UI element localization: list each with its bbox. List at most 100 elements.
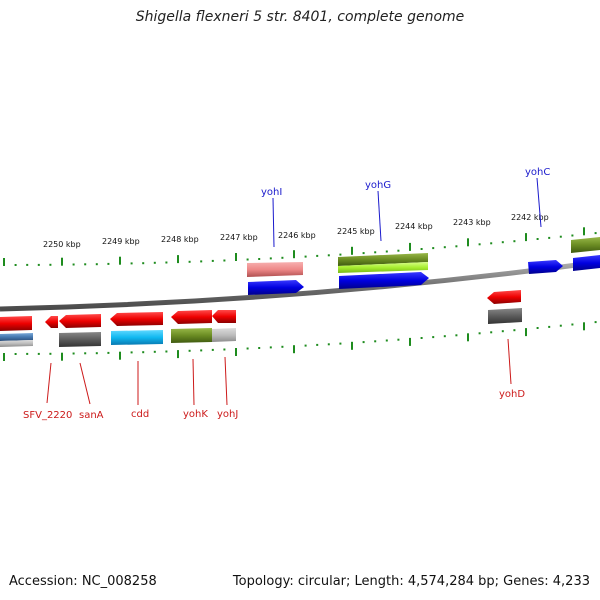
- upper-ruler-major-tick: [119, 256, 121, 265]
- upper-ruler-minor-tick: [72, 263, 75, 266]
- yohC-gene-arrow[interactable]: [528, 260, 563, 274]
- gene-label-sanA[interactable]: sanA: [79, 410, 104, 421]
- ruler-label-2243: 2243 kbp: [453, 218, 491, 227]
- genome-backbone: [0, 259, 600, 312]
- upper-ruler-minor-tick: [95, 263, 98, 266]
- lower-ruler-major-tick: [525, 328, 527, 337]
- lower-ruler-minor-tick: [49, 352, 52, 355]
- lower-ruler-minor-tick: [490, 331, 493, 334]
- gene-label-yohC[interactable]: yohC: [525, 167, 550, 178]
- left-feature-band[interactable]: [0, 333, 33, 341]
- yohD-feature-band[interactable]: [488, 308, 522, 324]
- partial-gene-arrow[interactable]: [573, 255, 600, 271]
- yohK-feature-band[interactable]: [171, 328, 212, 343]
- upper-ruler-minor-tick: [153, 261, 156, 264]
- yohG-feature-band[interactable]: [338, 253, 428, 266]
- upper-ruler-minor-tick: [397, 249, 400, 252]
- upper-ruler-major-tick: [293, 250, 295, 259]
- left-gene-arrow[interactable]: [0, 316, 32, 331]
- forward-gene-features: [247, 237, 600, 295]
- ruler-label-2242: 2242 kbp: [511, 213, 549, 222]
- sfv2220-leader-line: [46, 362, 52, 404]
- left-feature-band-2[interactable]: [0, 340, 33, 347]
- yohG-feature-band-2[interactable]: [338, 262, 428, 273]
- lower-ruler-major-tick: [177, 350, 179, 359]
- sanA-gene-arrow[interactable]: [59, 314, 101, 328]
- lower-ruler-minor-tick: [26, 352, 29, 355]
- upper-ruler-minor-tick: [513, 240, 516, 243]
- reverse-gene-features: [0, 290, 522, 347]
- yohJ-feature-band[interactable]: [212, 328, 236, 342]
- lower-ruler-major-tick: [409, 337, 411, 346]
- upper-ruler-major-tick: [61, 257, 63, 266]
- upper-ruler-minor-tick: [548, 236, 551, 239]
- upper-ruler-minor-tick: [107, 262, 110, 265]
- yohI-gene-arrow[interactable]: [248, 280, 304, 295]
- partial-feature-band[interactable]: [571, 237, 600, 253]
- lower-ruler-major-tick: [61, 352, 63, 361]
- upper-ruler-major-tick: [177, 255, 179, 264]
- upper-ruler-minor-tick: [385, 250, 388, 253]
- upper-ruler-minor-tick: [559, 235, 562, 238]
- upper-ruler-minor-tick: [188, 260, 191, 263]
- lower-ruler-major-tick: [119, 351, 121, 360]
- upper-ruler-minor-tick: [501, 241, 504, 244]
- gene-label-yohK[interactable]: yohK: [183, 409, 208, 420]
- upper-ruler-minor-tick: [304, 255, 307, 258]
- gene-label-cdd[interactable]: cdd: [131, 409, 149, 420]
- gene-label-yohG[interactable]: yohG: [365, 180, 391, 191]
- cdd-feature-band[interactable]: [111, 330, 163, 345]
- upper-ruler-major-tick: [351, 246, 353, 255]
- lower-ruler-major-tick: [3, 353, 5, 361]
- sfv2220-gene-arrow[interactable]: [45, 316, 58, 328]
- lower-ruler-minor-tick: [258, 347, 261, 349]
- lower-ruler-minor-tick: [304, 344, 307, 347]
- ruler-label-2247: 2247 kbp: [220, 233, 258, 242]
- upper-ruler-minor-tick: [14, 264, 17, 266]
- lower-ruler-minor-tick: [200, 349, 203, 352]
- yohG-gene-arrow[interactable]: [339, 272, 429, 289]
- lower-ruler: [3, 321, 597, 361]
- gene-label-yohJ[interactable]: yohJ: [217, 409, 238, 420]
- upper-ruler-minor-tick: [490, 242, 493, 245]
- lower-ruler-minor-tick: [548, 325, 551, 328]
- lower-ruler-minor-tick: [362, 341, 365, 344]
- upper-ruler-minor-tick: [316, 254, 319, 257]
- cdd-gene-arrow[interactable]: [110, 312, 163, 326]
- yohD-gene-arrow[interactable]: [487, 290, 521, 304]
- lower-ruler-minor-tick: [130, 351, 133, 354]
- upper-ruler-minor-tick: [246, 258, 249, 261]
- yohK-gene-arrow[interactable]: [171, 310, 212, 324]
- lower-ruler-minor-tick: [142, 351, 145, 354]
- upper-ruler-minor-tick: [26, 263, 29, 266]
- sanA-feature-band[interactable]: [59, 332, 101, 347]
- lower-ruler-minor-tick: [397, 338, 400, 341]
- yohG-leader-line: [377, 190, 382, 242]
- upper-ruler-minor-tick: [165, 261, 168, 264]
- gene-label-yohI[interactable]: yohI: [261, 187, 282, 198]
- gene-label-yohD[interactable]: yohD: [499, 389, 525, 400]
- lower-ruler-minor-tick: [223, 348, 226, 351]
- upper-ruler-major-tick: [583, 227, 585, 236]
- yohJ-gene-arrow[interactable]: [212, 310, 236, 323]
- gene-label-sfv2220[interactable]: SFV_2220: [23, 410, 72, 421]
- upper-ruler-minor-tick: [130, 262, 133, 265]
- lower-ruler-minor-tick: [72, 352, 75, 355]
- ruler-label-2249: 2249 kbp: [102, 237, 140, 246]
- upper-ruler-minor-tick: [37, 263, 40, 266]
- upper-ruler-minor-tick: [49, 263, 52, 266]
- upper-ruler-minor-tick: [223, 259, 226, 262]
- ruler-label-2246: 2246 kbp: [278, 231, 316, 240]
- lower-ruler-minor-tick: [37, 352, 40, 355]
- upper-ruler-minor-tick: [211, 259, 214, 262]
- lower-ruler-minor-tick: [107, 351, 110, 354]
- lower-ruler-minor-tick: [571, 323, 574, 326]
- yohI-feature-band[interactable]: [247, 262, 303, 277]
- yohC-leader-line: [536, 177, 542, 228]
- lower-ruler-minor-tick: [432, 336, 435, 339]
- lower-ruler-minor-tick: [281, 345, 284, 348]
- lower-ruler-minor-tick: [246, 347, 249, 350]
- upper-ruler: [3, 227, 597, 266]
- upper-ruler-major-tick: [467, 238, 469, 247]
- upper-ruler-minor-tick: [281, 256, 284, 259]
